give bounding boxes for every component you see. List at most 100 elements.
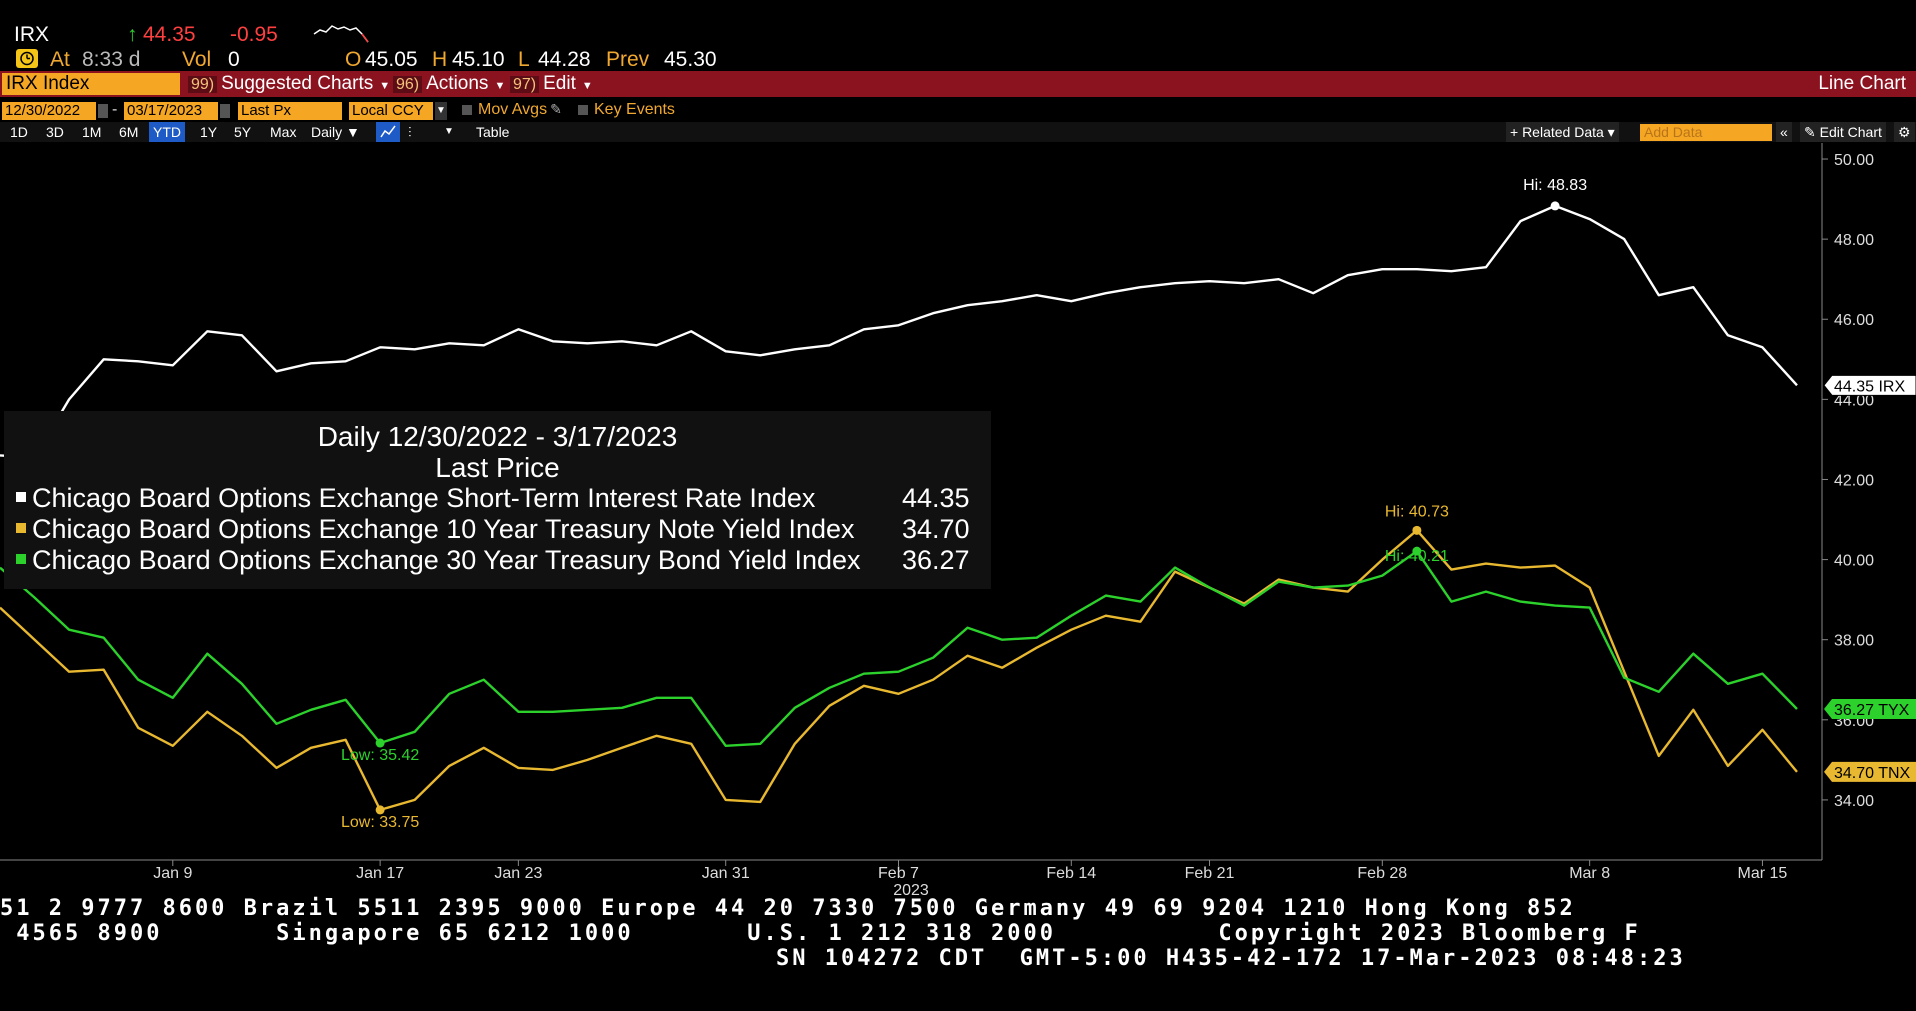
period-1d[interactable]: 1D	[10, 124, 28, 140]
chevron-down-icon: ▼	[379, 80, 391, 92]
suggested-charts-number: 99)	[188, 76, 218, 93]
x-tick-label: Feb 28	[1357, 865, 1407, 882]
footer-contact-line-2: 4565 8900 Singapore 65 6212 1000 U.S. 1 …	[0, 921, 1641, 946]
chevron-down-icon: ▼	[581, 80, 593, 92]
last-price: 44.35	[143, 23, 196, 46]
gear-icon[interactable]: ⚙	[1894, 122, 1915, 142]
chevron-down-icon: ▼	[494, 80, 506, 92]
period-3d[interactable]: 3D	[46, 124, 64, 140]
period-1m[interactable]: 1M	[82, 124, 102, 140]
period-6m[interactable]: 6M	[119, 124, 139, 140]
last-value-tag	[1823, 374, 1916, 396]
period-max[interactable]: Max	[270, 124, 297, 140]
legend-value: 34.70	[902, 514, 970, 544]
last-value-tag	[1824, 698, 1916, 719]
y-tick-label: 46.00	[1834, 312, 1874, 329]
legend-swatch	[16, 522, 26, 533]
calendar-icon[interactable]	[98, 104, 108, 118]
start-date-input[interactable]: 12/30/2022	[2, 102, 96, 120]
period-ytd[interactable]: YTD	[149, 122, 185, 142]
chart-toolbar: 1D 3D 1M 6M YTD 1Y 5Y Max Daily ▼ ⫶ ▼ Ta…	[0, 122, 1916, 142]
chevron-down-icon[interactable]: ▼	[444, 126, 454, 137]
y-tick-label: 50.00	[1834, 152, 1874, 169]
line-chart-icon[interactable]	[376, 122, 400, 142]
low-label: L	[518, 48, 530, 71]
edit-number: 97)	[510, 76, 540, 93]
suggested-charts-menu[interactable]: 99) Suggested Charts ▼	[188, 71, 390, 97]
pencil-icon: ✎	[550, 101, 562, 117]
legend-item-irx[interactable]: Chicago Board Options Exchange Short-Ter…	[16, 483, 815, 514]
sparkline-icon	[313, 25, 369, 43]
mov-avgs-toggle[interactable]: Mov Avgs ✎	[462, 101, 562, 119]
security-input[interactable]: IRX Index	[2, 73, 180, 95]
x-tick-label: Jan 9	[153, 865, 192, 882]
last-value-label: 44.35 IRX	[1834, 378, 1905, 395]
annotation-marker	[1412, 525, 1422, 535]
edit-chart-label: Edit Chart	[1819, 124, 1882, 140]
annotation-label: Hi: 48.83	[1523, 177, 1587, 194]
date-range-dash: -	[112, 101, 118, 118]
actions-menu[interactable]: 96) Actions ▼	[393, 71, 505, 97]
legend-item-tyx[interactable]: Chicago Board Options Exchange 30 Year T…	[16, 545, 861, 576]
x-tick-label: Jan 31	[702, 865, 750, 882]
bar-chart-icon[interactable]: ⫶	[408, 124, 412, 140]
prev-label: Prev	[606, 48, 650, 71]
legend-subtitle: Last Price	[435, 452, 560, 483]
annotation-marker	[375, 738, 385, 748]
volume-label: Vol	[182, 48, 212, 71]
calendar-icon[interactable]	[220, 104, 230, 118]
period-5y[interactable]: 5Y	[234, 124, 252, 140]
chart-legend: Daily 12/30/2022 - 3/17/2023 Last Price …	[4, 411, 991, 589]
end-date-input[interactable]: 03/17/2023	[124, 102, 218, 120]
open-value: 45.05	[365, 48, 418, 71]
annotation-marker	[1412, 546, 1422, 556]
open-label: O	[345, 48, 362, 71]
annotation-marker	[1550, 201, 1560, 211]
mov-avgs-label: Mov Avgs	[478, 101, 548, 118]
x-tick-label: Feb 14	[1046, 865, 1096, 882]
x-tick-label: Jan 17	[356, 865, 404, 882]
collapse-icon[interactable]: «	[1776, 122, 1792, 142]
add-data-input[interactable]: Add Data	[1640, 124, 1772, 141]
low-value: 44.28	[538, 48, 591, 71]
chevron-down-icon[interactable]: ▼	[435, 102, 447, 120]
legend-label: Chicago Board Options Exchange Short-Ter…	[32, 483, 816, 513]
edit-chart-button[interactable]: ✎ Edit Chart	[1800, 122, 1886, 142]
edit-menu[interactable]: 97) Edit ▼	[510, 71, 593, 97]
high-value: 45.10	[452, 48, 505, 71]
key-events-toggle[interactable]: Key Events	[578, 101, 675, 119]
legend-label: Chicago Board Options Exchange 30 Year T…	[32, 545, 861, 575]
y-tick-label: 36.00	[1834, 713, 1874, 730]
clock-icon[interactable]	[16, 49, 38, 68]
period-1y[interactable]: 1Y	[200, 124, 218, 140]
pencil-icon: ✎	[1804, 124, 1820, 140]
suggested-charts-label: Suggested Charts	[221, 73, 374, 94]
edit-label: Edit	[543, 73, 576, 94]
annotation-label: Hi: 40.21	[1385, 548, 1449, 565]
last-value-tag	[1824, 761, 1916, 782]
currency-select[interactable]: Local CCY	[349, 102, 433, 120]
annotation-label: Low: 33.75	[341, 814, 419, 831]
key-events-label: Key Events	[594, 101, 675, 118]
table-button[interactable]: Table	[476, 124, 510, 140]
actions-label: Actions	[426, 73, 489, 94]
chart-type-label: Line Chart	[1818, 73, 1906, 94]
legend-title: Daily 12/30/2022 - 3/17/2023	[317, 421, 678, 452]
legend-swatch	[16, 553, 26, 564]
legend-item-tnx[interactable]: Chicago Board Options Exchange 10 Year T…	[16, 514, 855, 545]
field-select[interactable]: Last Px	[238, 102, 342, 120]
up-arrow-icon: ↑	[127, 23, 138, 46]
high-label: H	[432, 48, 448, 71]
y-tick-label: 34.00	[1834, 793, 1874, 810]
related-data-button[interactable]: + Related Data ▾	[1506, 122, 1619, 142]
y-tick-label: 44.00	[1834, 392, 1874, 409]
last-value-label: 36.27 TYX	[1834, 702, 1910, 719]
x-tick-label: Jan 23	[494, 865, 542, 882]
frequency-select[interactable]: Daily ▼	[311, 124, 360, 140]
y-tick-label: 48.00	[1834, 232, 1874, 249]
legend-label: Chicago Board Options Exchange 10 Year T…	[32, 514, 855, 544]
annotation-marker	[375, 805, 385, 815]
net-change: -0.95	[230, 23, 278, 46]
y-tick-label: 40.00	[1834, 553, 1874, 570]
legend-value: 44.35	[902, 483, 970, 513]
